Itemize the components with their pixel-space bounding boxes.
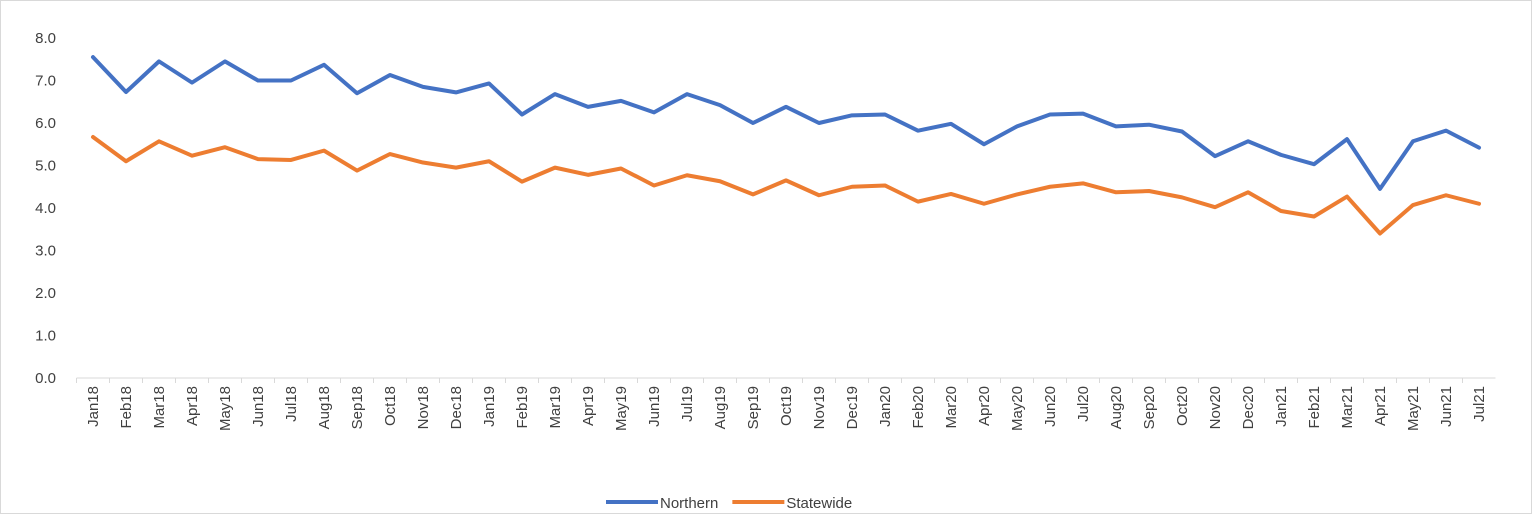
x-tick-label: Aug18 [316, 386, 333, 429]
x-tick-label: Dec20 [1240, 386, 1257, 429]
x-tick-label: Mar19 [547, 386, 564, 429]
x-tick-label: Mar21 [1339, 386, 1356, 429]
y-tick-label: 1.0 [35, 328, 56, 345]
x-tick-label: Feb18 [118, 386, 135, 429]
x-tick-label: Oct20 [1174, 386, 1191, 426]
x-tick-label: Jul18 [283, 386, 300, 422]
x-tick-label: Feb19 [514, 386, 531, 429]
series-line [91, 135, 1481, 236]
x-tick-label: Oct19 [778, 386, 795, 426]
x-tick-label: Oct18 [382, 386, 399, 426]
x-tick-label: Jan21 [1273, 386, 1290, 427]
x-tick-label: Jan20 [877, 386, 894, 427]
x-tick-label: Jun21 [1438, 386, 1455, 427]
x-tick-label: Apr19 [580, 386, 597, 426]
series-line [91, 55, 1481, 191]
y-tick-label: 2.0 [35, 285, 56, 302]
x-tick-label: Nov18 [415, 386, 432, 429]
x-tick-label: May19 [613, 386, 630, 431]
x-tick-label: Apr20 [976, 386, 993, 426]
y-tick-label: 3.0 [35, 243, 56, 260]
x-tick-label: Mar18 [151, 386, 168, 429]
y-tick-label: 5.0 [35, 158, 56, 175]
x-tick-label: Dec19 [844, 386, 861, 429]
x-tick-label: Apr21 [1372, 386, 1389, 426]
x-tick-label: Jun18 [250, 386, 267, 427]
x-tick-label: Jan18 [85, 386, 102, 427]
x-tick-label: Jul21 [1471, 386, 1488, 422]
x-tick-label: May20 [1009, 386, 1026, 431]
y-tick-label: 0.0 [35, 370, 56, 387]
x-tick-label: Dec18 [448, 386, 465, 429]
x-tick-label: Jul20 [1075, 386, 1092, 422]
y-tick-label: 7.0 [35, 73, 56, 90]
x-tick-label: Sep18 [349, 386, 366, 429]
x-tick-label: Jan19 [481, 386, 498, 427]
x-tick-label: Jun20 [1042, 386, 1059, 427]
x-tick-label: May21 [1405, 386, 1422, 431]
x-tick-label: Sep19 [745, 386, 762, 429]
x-tick-label: Mar20 [943, 386, 960, 429]
x-tick-label: Nov20 [1207, 386, 1224, 429]
y-tick-label: 8.0 [35, 30, 56, 47]
x-tick-label: Nov19 [811, 386, 828, 429]
x-tick-label: May18 [217, 386, 234, 431]
x-tick-label: Sep20 [1141, 386, 1158, 429]
legend-label: Northern [660, 495, 718, 512]
legend-label: Statewide [786, 495, 852, 512]
y-tick-label: 4.0 [35, 200, 56, 217]
x-tick-label: Aug20 [1108, 386, 1125, 429]
x-tick-label: Jun19 [646, 386, 663, 427]
x-tick-label: Apr18 [184, 386, 201, 426]
x-tick-label: Feb20 [910, 386, 927, 429]
x-tick-label: Feb21 [1306, 386, 1323, 429]
x-tick-label: Jul19 [679, 386, 696, 422]
x-tick-label: Aug19 [712, 386, 729, 429]
y-tick-label: 6.0 [35, 115, 56, 132]
